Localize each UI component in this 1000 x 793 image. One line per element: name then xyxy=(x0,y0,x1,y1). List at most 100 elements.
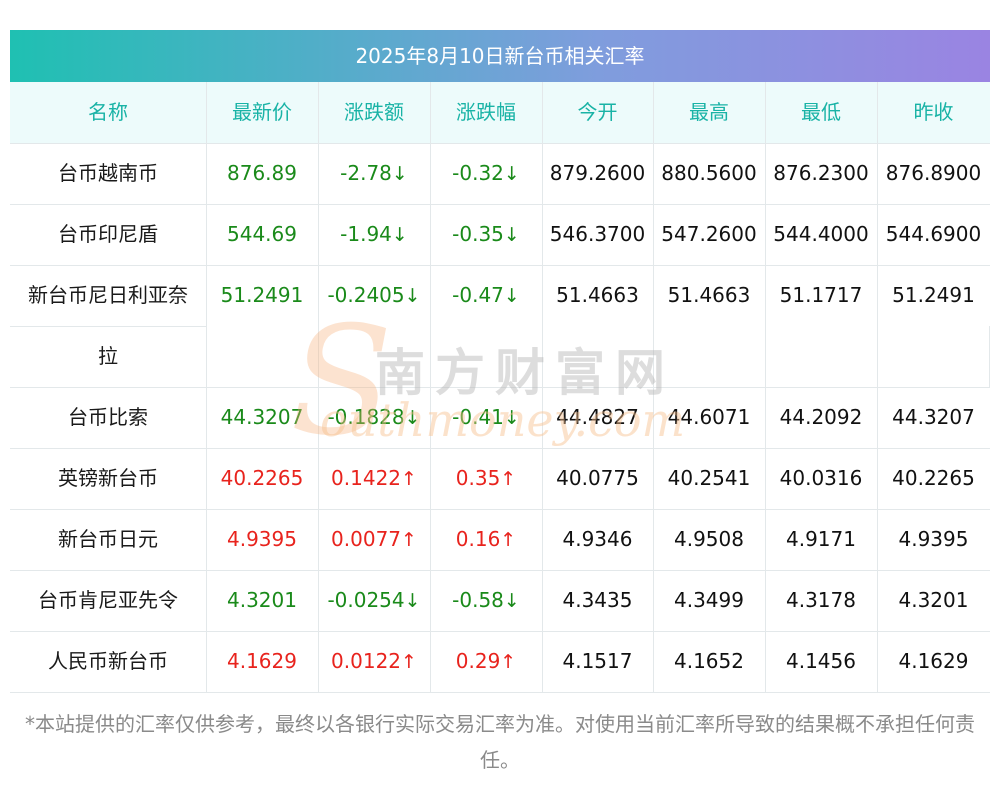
change-amount: -2.78↓ xyxy=(318,143,430,204)
up-arrow-icon: ↑ xyxy=(500,529,517,551)
column-divider xyxy=(653,82,654,692)
prev-close-value: 876.8900 xyxy=(885,161,982,185)
high-price: 44.6071 xyxy=(653,387,765,448)
open-price-value: 4.1517 xyxy=(562,649,633,673)
high-price-value: 44.6071 xyxy=(667,405,751,429)
column-divider xyxy=(542,82,543,692)
prev-close: 40.2265 xyxy=(877,448,990,509)
high-price: 40.2541 xyxy=(653,448,765,509)
open-price-value: 4.3435 xyxy=(562,588,633,612)
open-price: 51.4663 xyxy=(542,265,653,326)
latest-price-value: 40.2265 xyxy=(220,466,304,490)
currency-pair-name-wrap: 拉 xyxy=(98,344,118,368)
change-amount-value: -2.78 xyxy=(340,161,392,185)
up-arrow-icon: ↑ xyxy=(500,468,517,490)
table-row: 新台币日元 4.9395 0.0077↑ 0.16↑ 4.9346 4.9508 4.917… xyxy=(10,509,990,570)
prev-close: 4.9395 xyxy=(877,509,990,570)
low-price-value: 4.3178 xyxy=(786,588,856,612)
latest-price-value: 544.69 xyxy=(227,222,297,246)
latest-price: 4.9395 xyxy=(206,509,318,570)
prev-close-value: 4.3201 xyxy=(898,588,969,612)
high-price: 51.4663 xyxy=(653,265,765,326)
change-percent: -0.35↓ xyxy=(430,204,542,265)
latest-price-value: 44.3207 xyxy=(220,405,304,429)
table-row: 英镑新台币 40.2265 0.1422↑ 0.35↑ 40.0775 40.2541 40… xyxy=(10,448,990,509)
down-arrow-icon: ↓ xyxy=(503,407,520,429)
down-arrow-icon: ↓ xyxy=(503,590,520,612)
currency-pair-name: 新台币尼日利亚奈 xyxy=(28,283,188,307)
down-arrow-icon: ↓ xyxy=(503,224,520,246)
down-arrow-icon: ↓ xyxy=(404,285,421,307)
low-price: 40.0316 xyxy=(765,448,877,509)
prev-close-value: 4.9395 xyxy=(898,527,969,551)
change-amount: -0.2405↓ xyxy=(318,265,430,326)
change-amount: 0.0122↑ xyxy=(318,631,430,692)
currency-pair-name: 新台币日元 xyxy=(58,527,158,551)
open-price-value: 40.0775 xyxy=(556,466,639,490)
low-price: 4.3178 xyxy=(765,570,877,631)
latest-price-value: 4.1629 xyxy=(227,649,297,673)
change-amount-value: -0.1828 xyxy=(327,405,405,429)
table-row: 新台币尼日利亚奈 51.2491 -0.2405↓ -0.47↓ 51.4663 51.4… xyxy=(10,265,990,326)
prev-close: 876.8900 xyxy=(877,143,990,204)
open-price: 4.9346 xyxy=(542,509,653,570)
latest-price: 40.2265 xyxy=(206,448,318,509)
open-price: 4.1517 xyxy=(542,631,653,692)
up-arrow-icon: ↑ xyxy=(401,529,417,551)
low-price-value: 876.2300 xyxy=(773,161,869,185)
currency-pair-name: 台币比索 xyxy=(68,405,148,429)
change-percent-value: 0.29 xyxy=(455,649,501,673)
row-divider xyxy=(10,387,990,388)
change-percent: 0.16↑ xyxy=(430,509,542,570)
high-price: 547.2600 xyxy=(653,204,765,265)
header-change: 涨跌额 xyxy=(344,100,404,124)
low-price-value: 51.1717 xyxy=(779,283,863,307)
header-open: 今开 xyxy=(577,100,618,124)
open-price: 40.0775 xyxy=(542,448,653,509)
latest-price: 876.89 xyxy=(206,143,318,204)
open-price-value: 546.3700 xyxy=(549,222,646,246)
low-price: 51.1717 xyxy=(765,265,877,326)
table-row-continuation: 拉 xyxy=(10,326,990,387)
latest-price: 4.1629 xyxy=(206,631,318,692)
low-price: 4.9171 xyxy=(765,509,877,570)
low-price-value: 4.9171 xyxy=(786,527,856,551)
high-price-value: 4.3499 xyxy=(674,588,744,612)
down-arrow-icon: ↓ xyxy=(404,590,421,612)
change-amount: -0.1828↓ xyxy=(318,387,430,448)
open-price: 4.3435 xyxy=(542,570,653,631)
change-amount-value: 0.0077 xyxy=(331,527,402,551)
column-divider xyxy=(206,82,207,692)
change-percent-value: -0.41 xyxy=(452,405,504,429)
high-price: 4.9508 xyxy=(653,509,765,570)
prev-close: 51.2491 xyxy=(877,265,990,326)
change-percent-value: -0.32 xyxy=(452,161,504,185)
table-row: 台币肯尼亚先令 4.3201 -0.0254↓ -0.58↓ 4.3435 4.3499 4… xyxy=(10,570,990,631)
low-price: 544.4000 xyxy=(765,204,877,265)
open-price-value: 879.2600 xyxy=(549,161,646,185)
open-price: 546.3700 xyxy=(542,204,653,265)
high-price-value: 4.1652 xyxy=(674,649,744,673)
row-divider xyxy=(10,265,990,266)
prev-close-value: 40.2265 xyxy=(892,466,975,490)
row-divider xyxy=(10,631,990,632)
high-price-value: 4.9508 xyxy=(674,527,744,551)
prev-close-value: 4.1629 xyxy=(898,649,969,673)
change-percent: -0.58↓ xyxy=(430,570,542,631)
high-price: 4.3499 xyxy=(653,570,765,631)
latest-price: 4.3201 xyxy=(206,570,318,631)
open-price-value: 44.4827 xyxy=(556,405,639,429)
currency-pair-name: 台币肯尼亚先令 xyxy=(38,588,178,612)
row-divider xyxy=(10,143,990,144)
prev-close-value: 544.6900 xyxy=(885,222,982,246)
column-divider xyxy=(877,82,878,692)
latest-price: 51.2491 xyxy=(206,265,318,326)
disclaimer-text: *本站提供的汇率仅供参考，最终以各银行实际交易汇率为准。对使用当前汇率所导致的结… xyxy=(25,712,975,772)
latest-price-value: 876.89 xyxy=(227,161,297,185)
row-divider xyxy=(10,509,990,510)
open-price-value: 4.9346 xyxy=(562,527,633,551)
down-arrow-icon: ↓ xyxy=(404,407,421,429)
open-price: 879.2600 xyxy=(542,143,653,204)
up-arrow-icon: ↑ xyxy=(401,468,417,490)
low-price-value: 544.4000 xyxy=(773,222,869,246)
